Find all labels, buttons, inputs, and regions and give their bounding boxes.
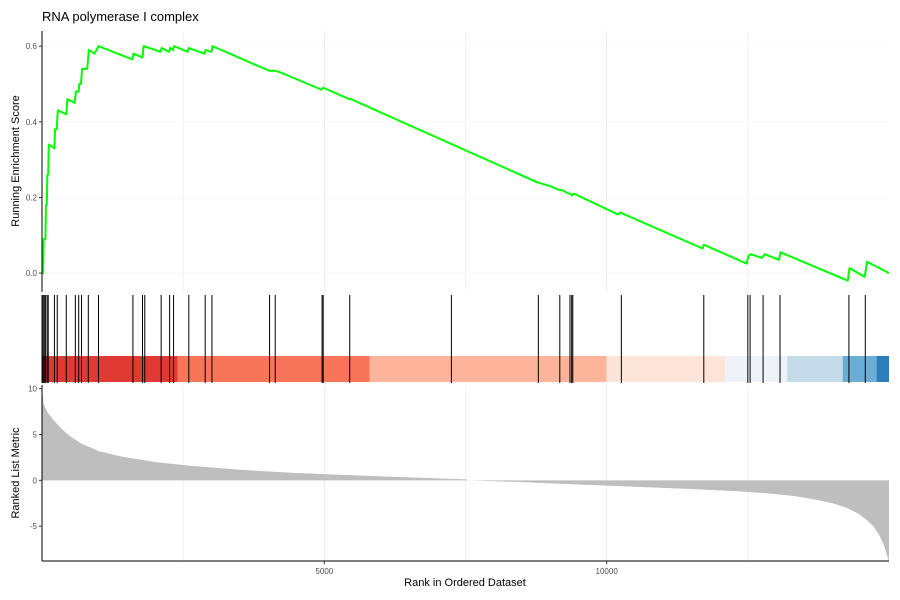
metric-y-axis-title: Ranked List Metric xyxy=(10,427,22,519)
grid-lines xyxy=(42,31,889,561)
heatmap-band xyxy=(42,356,889,382)
ranked-metric-area xyxy=(42,388,889,561)
metric-y-tick-label: -5 xyxy=(30,522,38,531)
chart-title: RNA polymerase I complex xyxy=(42,9,199,24)
heatmap-segment xyxy=(787,356,843,382)
ranked-metric-panel xyxy=(42,388,889,561)
es-y-tick-label: 0.6 xyxy=(26,42,38,51)
tick-labels: 0.0 0.2 0.4 0.6 -5 0 5 10 5000 10000 xyxy=(26,42,618,576)
es-y-axis-title: Running Enrichment Score xyxy=(10,95,22,226)
heatmap-segment xyxy=(876,356,889,382)
metric-y-tick-label: 10 xyxy=(28,385,37,394)
heatmap-segment xyxy=(842,356,877,382)
x-tick-label: 5000 xyxy=(315,567,333,576)
heatmap-segment xyxy=(725,356,788,382)
heatmap-segment xyxy=(606,356,726,382)
es-y-tick-label: 0.0 xyxy=(26,269,38,278)
x-tick-label: 10000 xyxy=(596,567,619,576)
running-enrichment-line xyxy=(42,45,890,282)
heatmap-segment xyxy=(369,356,607,382)
es-y-tick-label: 0.4 xyxy=(26,118,38,127)
metric-y-tick-label: 0 xyxy=(33,476,38,485)
metric-y-tick-label: 5 xyxy=(33,431,38,440)
axes xyxy=(41,31,889,562)
es-y-tick-label: 0.2 xyxy=(26,193,38,202)
x-axis-title: Rank in Ordered Dataset xyxy=(404,577,526,589)
heatmap-segment xyxy=(177,356,370,382)
running-enrichment-panel xyxy=(42,45,890,282)
heatmap-segment xyxy=(42,356,178,382)
gene-hits xyxy=(42,295,866,383)
